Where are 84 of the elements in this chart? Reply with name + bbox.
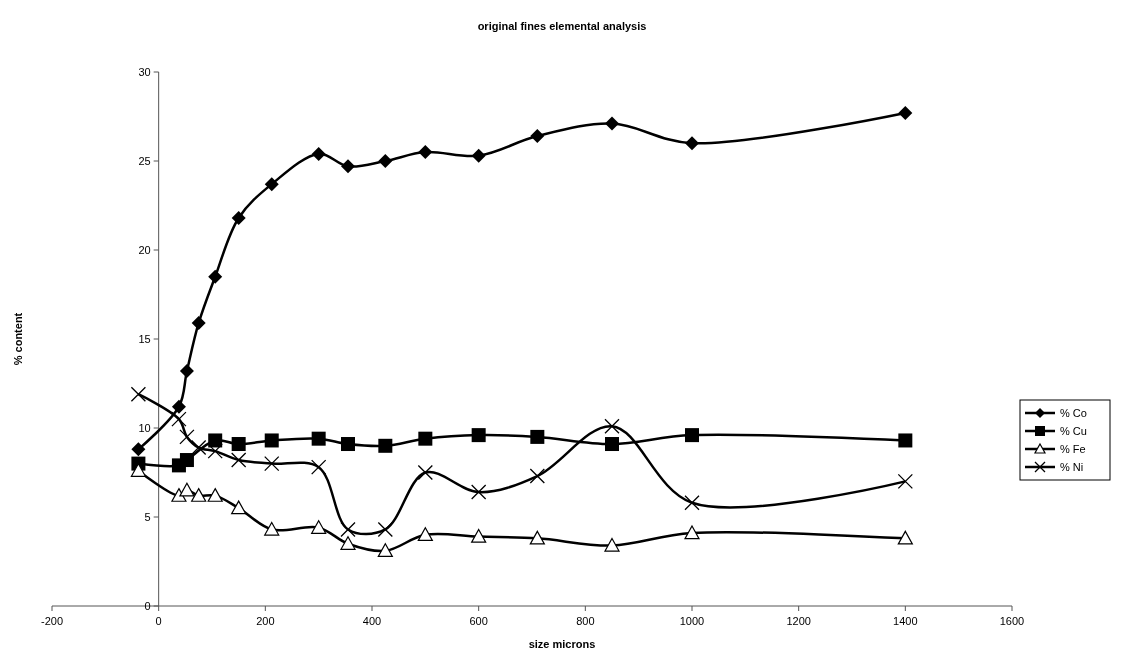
point [208, 269, 223, 284]
point [685, 136, 699, 151]
point [191, 488, 207, 502]
point [529, 530, 545, 545]
point [179, 482, 195, 497]
point [377, 543, 393, 558]
point [897, 473, 913, 490]
point [311, 459, 327, 475]
point [207, 488, 223, 502]
x-tick-label: 1600 [999, 615, 1025, 627]
point [378, 154, 393, 168]
point [604, 537, 620, 552]
x-tick-label: 400 [362, 615, 382, 627]
point [208, 433, 223, 448]
point [605, 437, 619, 452]
point [311, 520, 327, 534]
point [684, 525, 700, 540]
legend-label: % Cu [1060, 425, 1087, 437]
point [264, 177, 279, 192]
point [231, 452, 247, 468]
legend-label: % Ni [1060, 461, 1084, 473]
point [897, 530, 913, 545]
point [684, 495, 700, 511]
point [604, 418, 620, 434]
point [417, 464, 433, 481]
point [417, 527, 433, 541]
point [378, 438, 393, 453]
point [231, 210, 246, 225]
point [311, 431, 326, 446]
legend-label: % Co [1060, 407, 1087, 419]
point [171, 411, 187, 427]
point [179, 429, 195, 445]
point [131, 442, 146, 457]
point [264, 455, 280, 472]
point [471, 528, 487, 543]
point [530, 429, 545, 444]
y-axis-title: % content [12, 312, 24, 366]
point [340, 521, 356, 538]
point [898, 105, 913, 120]
y-tick-label: 30 [138, 66, 151, 78]
point [179, 453, 194, 468]
x-tick-label: 600 [469, 615, 488, 627]
point [311, 146, 326, 161]
point [130, 386, 147, 402]
point [191, 439, 207, 456]
y-tick-label: 20 [138, 244, 151, 256]
x-tick-label: 1000 [679, 615, 705, 627]
point [341, 159, 355, 174]
point [418, 431, 433, 446]
x-axis-title: size microns [528, 638, 596, 650]
point [471, 148, 486, 163]
x-tick-label: 0 [155, 615, 162, 627]
point [471, 484, 487, 500]
x-tick-label: 200 [256, 615, 275, 627]
point [529, 468, 545, 484]
point [605, 116, 619, 131]
chart-title: original fines elemental analysis [477, 20, 647, 32]
x-tick-label: -200 [40, 615, 64, 627]
point [471, 428, 486, 443]
legend-label: % Fe [1060, 443, 1086, 455]
x-tick-label: 1400 [893, 615, 918, 627]
point [207, 443, 223, 459]
x-tick-label: 1200 [786, 615, 811, 627]
point [179, 364, 194, 379]
y-tick-label: 0 [144, 600, 151, 612]
point [340, 536, 356, 550]
y-tick-label: 10 [138, 422, 151, 434]
point [898, 433, 913, 448]
point [231, 500, 247, 515]
y-tick-label: 15 [138, 333, 151, 345]
point [171, 399, 186, 414]
point [685, 428, 699, 443]
point [191, 315, 206, 330]
y-tick-label: 25 [138, 155, 151, 167]
point [530, 129, 545, 144]
point [341, 437, 355, 452]
point [377, 521, 393, 538]
x-tick-label: 800 [576, 615, 595, 627]
point [231, 437, 246, 452]
y-tick-label: 5 [144, 511, 151, 523]
point [418, 145, 433, 160]
point [264, 433, 279, 448]
point [264, 521, 280, 536]
point [130, 463, 146, 477]
